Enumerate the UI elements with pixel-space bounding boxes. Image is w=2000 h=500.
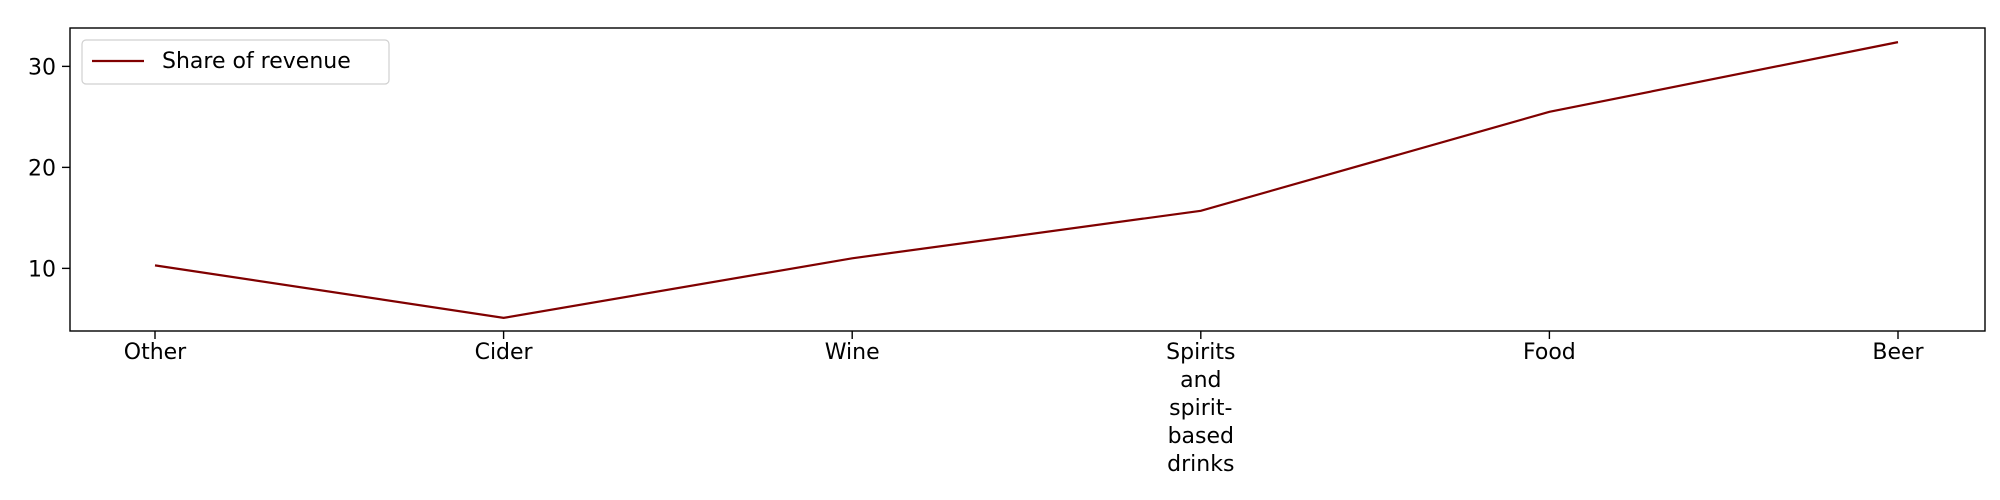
y-tick-label: 30 [28,55,56,80]
x-tick-label-line: Food [1523,340,1576,365]
x-tick-label-line: Wine [825,340,880,365]
legend: Share of revenue [81,39,390,85]
x-tick-label: Other [124,340,187,365]
x-tick-label-line: Other [124,340,187,365]
x-tick-label: Spirits and spirit-based drinks [1166,340,1235,477]
x-tick-label-line: Spirits [1166,340,1235,365]
series-points [154,42,1899,318]
x-tick-label-line: Beer [1872,340,1924,365]
y-tick-label: 20 [28,156,56,181]
x-tick-label-line: and [1180,368,1221,393]
x-tick-label: Food [1523,340,1576,365]
x-axis: Other Cider Wine Spirits and spirit-based drin… [124,331,1925,477]
x-tick-label: Cider [475,340,534,365]
y-axis: 10 20 30 [28,55,70,282]
legend-box [81,39,390,85]
plot-frame [69,27,1986,332]
y-tick-label: 10 [28,257,56,282]
series-line-share-of-revenue [154,41,1899,319]
x-tick-label-line: based [1168,424,1234,449]
x-tick-label-line: drinks [1167,452,1234,477]
x-tick-label: Beer [1872,340,1924,365]
series-layer [154,41,1899,319]
x-tick-label: Wine [825,340,880,365]
x-tick-label-line: spirit- [1169,396,1232,421]
x-tick-label-line: Cider [475,340,534,365]
legend-label-share-of-revenue: Share of revenue [162,49,351,74]
